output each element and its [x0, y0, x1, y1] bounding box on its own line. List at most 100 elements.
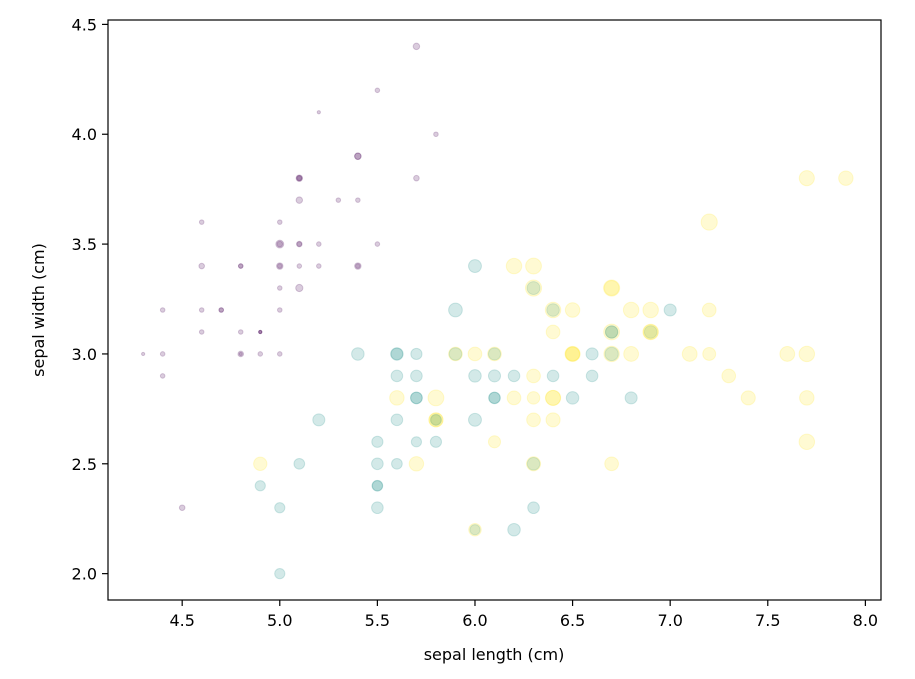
scatter-point-class-0: [354, 262, 362, 270]
x-tick-label: 5.5: [365, 611, 390, 630]
scatter-point-class-1: [390, 369, 404, 383]
scatter-point-class-1: [468, 412, 482, 427]
x-axis-label: sepal length (cm): [424, 645, 565, 664]
scatter-point-class-1: [274, 502, 286, 514]
y-tick-label: 3.5: [72, 235, 97, 254]
scatter-point-class-1: [410, 369, 423, 383]
scatter-point-class-2: [448, 346, 463, 362]
scatter-point-class-1: [410, 391, 423, 405]
scatter-point-class-0: [413, 174, 420, 182]
scatter-point-class-1: [410, 391, 423, 405]
scatter-point-class-0: [159, 351, 166, 357]
x-tick-label: 7.0: [657, 611, 682, 630]
data-points: [141, 42, 854, 580]
scatter-point-class-2: [604, 456, 619, 472]
scatter-point-class-0: [295, 174, 304, 182]
scatter-point-class-2: [526, 412, 541, 428]
scatter-point-class-0: [296, 174, 303, 182]
scatter-point-class-1: [487, 347, 502, 361]
y-tick-label: 2.0: [72, 565, 97, 584]
scatter-point-class-2: [545, 412, 561, 428]
scatter-point-class-2: [701, 302, 717, 318]
scatter-point-class-1: [585, 347, 599, 361]
y-axis-label: sepal width (cm): [29, 243, 48, 377]
scatter-point-class-2: [721, 368, 737, 384]
scatter-point-class-1: [371, 435, 384, 448]
scatter-point-class-1: [390, 347, 404, 361]
plot-frame: [107, 19, 882, 601]
y-tick-label: 4.5: [72, 15, 97, 34]
scatter-point-class-2: [524, 279, 543, 297]
scatter-point-class-1: [312, 413, 326, 427]
scatter-point-class-0: [335, 197, 342, 203]
y-tick-label: 4.0: [72, 125, 97, 144]
scatter-point-class-1: [507, 369, 521, 383]
scatter-point-class-2: [505, 257, 523, 275]
scatter-point-class-2: [428, 412, 444, 428]
scatter-point-class-1: [663, 303, 677, 317]
scatter-point-class-1: [468, 369, 482, 383]
scatter-point-class-0: [277, 263, 283, 269]
scatter-point-class-0: [295, 283, 304, 293]
scatter-point-class-1: [293, 457, 306, 470]
scatter-point-class-0: [258, 329, 263, 335]
scatter-point-class-1: [546, 303, 560, 317]
scatter-point-class-1: [526, 281, 541, 295]
scatter-point-class-2: [564, 346, 581, 362]
scatter-point-class-1: [429, 413, 443, 426]
scatter-point-class-0: [277, 351, 283, 357]
scatter-point-class-2: [779, 346, 796, 362]
scatter-point-class-1: [585, 369, 599, 383]
scatter-point-class-0: [159, 307, 166, 313]
scatter-point-class-2: [428, 412, 444, 428]
x-axis-ticks: 4.5 5.0 5.5 6.0 6.5 7.0 7.5 8.0: [169, 600, 878, 630]
scatter-point-class-0: [276, 240, 284, 248]
scatter-point-class-0: [237, 329, 244, 335]
scatter-point-class-1: [643, 325, 658, 339]
scatter-point-class-1: [546, 369, 560, 383]
scatter-point-class-2: [565, 346, 580, 362]
scatter-point-class-0: [198, 329, 205, 335]
scatter-point-class-1: [351, 347, 365, 361]
scatter-point-class-0: [296, 263, 303, 269]
y-tick-label: 3.0: [72, 345, 97, 364]
scatter-point-class-2: [603, 345, 620, 363]
x-tick-label: 5.0: [267, 611, 292, 630]
scatter-point-class-1: [488, 391, 501, 405]
scatter-point-class-0: [277, 219, 283, 225]
scatter-point-class-2: [253, 456, 268, 471]
scatter-point-class-1: [274, 568, 286, 580]
y-axis-ticks: 2.0 2.5 3.0 3.5 4.0 4.5: [72, 15, 108, 584]
scatter-point-class-0: [374, 241, 381, 247]
scatter-point-class-2: [642, 323, 659, 341]
scatter-point-class-2: [622, 301, 640, 319]
scatter-point-class-2: [681, 346, 698, 362]
scatter-point-class-0: [218, 307, 225, 313]
scatter-point-class-1: [254, 480, 266, 492]
scatter-point-class-1: [410, 436, 423, 448]
scatter-point-class-0: [354, 152, 362, 160]
scatter-point-class-1: [488, 391, 501, 404]
scatter-point-class-1: [371, 501, 384, 515]
scatter-point-class-2: [623, 346, 640, 362]
scatter-point-class-1: [430, 414, 442, 426]
scatter-point-class-0: [277, 307, 283, 313]
scatter-point-class-2: [526, 368, 541, 384]
x-tick-label: 6.0: [462, 611, 487, 630]
scatter-point-class-2: [506, 390, 522, 406]
scatter-point-class-2: [468, 522, 482, 537]
scatter-point-class-1: [469, 524, 481, 536]
scatter-point-class-0: [316, 263, 322, 269]
scatter-point-class-2: [702, 346, 717, 361]
scatter-point-class-2: [526, 456, 542, 472]
scatter-point-class-2: [467, 346, 483, 362]
scatter-point-class-0: [354, 152, 362, 160]
scatter-point-class-2: [798, 433, 816, 451]
scatter-point-class-1: [448, 347, 463, 361]
scatter-point-class-2: [525, 257, 542, 275]
scatter-point-class-2: [603, 323, 621, 341]
scatter-point-class-0: [238, 351, 243, 357]
scatter-point-class-2: [603, 280, 620, 296]
